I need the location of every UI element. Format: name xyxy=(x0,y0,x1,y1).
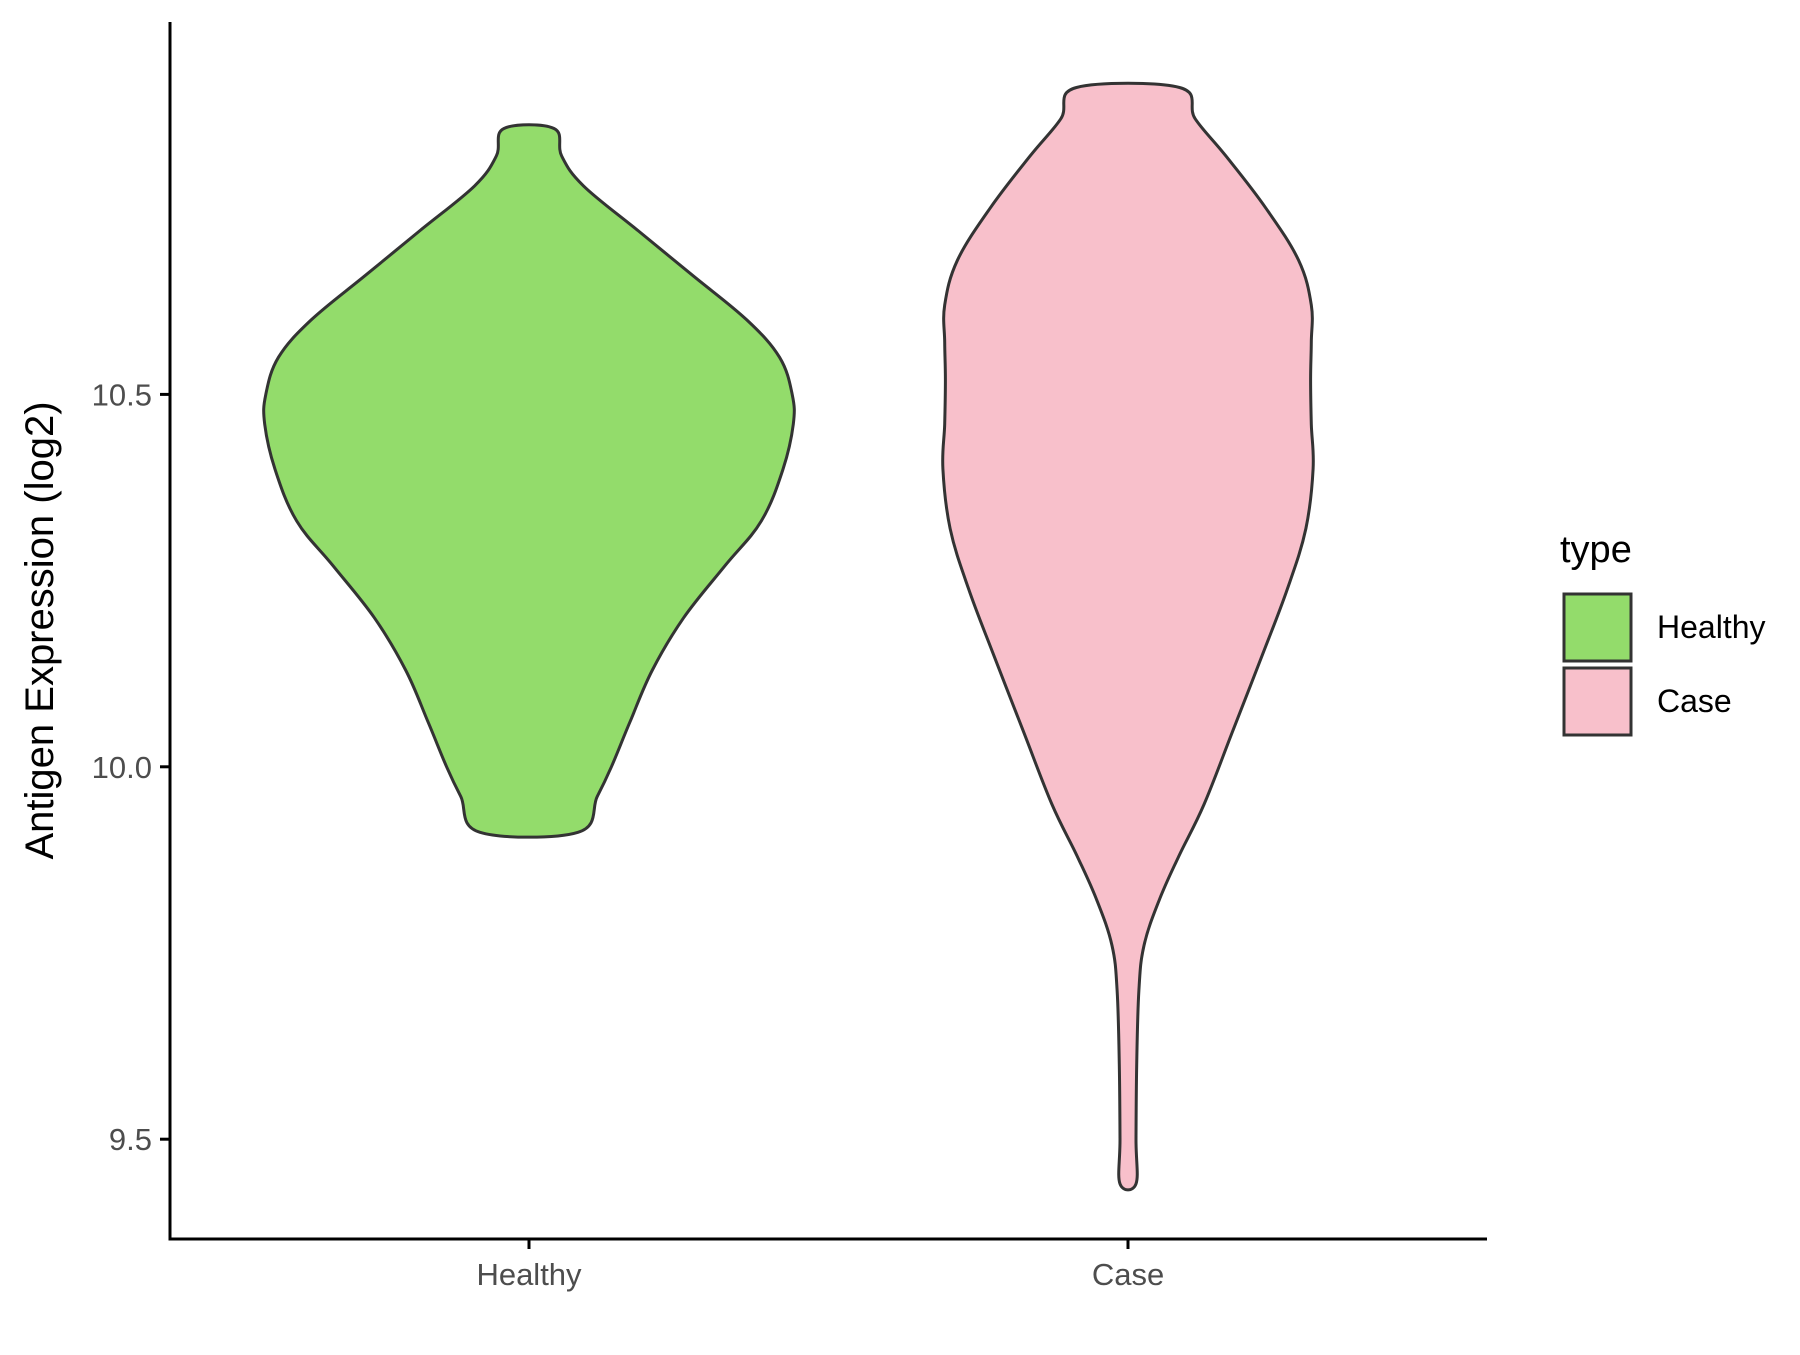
legend-label-case: Case xyxy=(1657,683,1732,719)
violin-healthy xyxy=(262,123,796,839)
y-axis-title: Antigen Expression (log2) xyxy=(18,401,62,859)
y-tick-label: 9.5 xyxy=(109,1122,152,1157)
legend: type Healthy Case xyxy=(1560,529,1766,737)
legend-swatch-case xyxy=(1562,666,1633,737)
violins-layer xyxy=(262,81,1315,1192)
y-tick-label: 10.0 xyxy=(92,750,152,785)
x-tick-label: Healthy xyxy=(476,1257,582,1292)
legend-swatch-healthy xyxy=(1562,592,1633,663)
legend-items: Healthy Case xyxy=(1562,592,1766,737)
y-tick-label: 10.5 xyxy=(92,377,152,412)
y-ticks: 9.5 10.0 10.5 xyxy=(92,377,170,1157)
legend-title: type xyxy=(1560,529,1632,571)
x-ticks: Healthy Case xyxy=(476,1239,1164,1292)
violin-case xyxy=(941,81,1315,1192)
legend-label-healthy: Healthy xyxy=(1657,609,1766,645)
x-tick-label: Case xyxy=(1092,1257,1164,1292)
